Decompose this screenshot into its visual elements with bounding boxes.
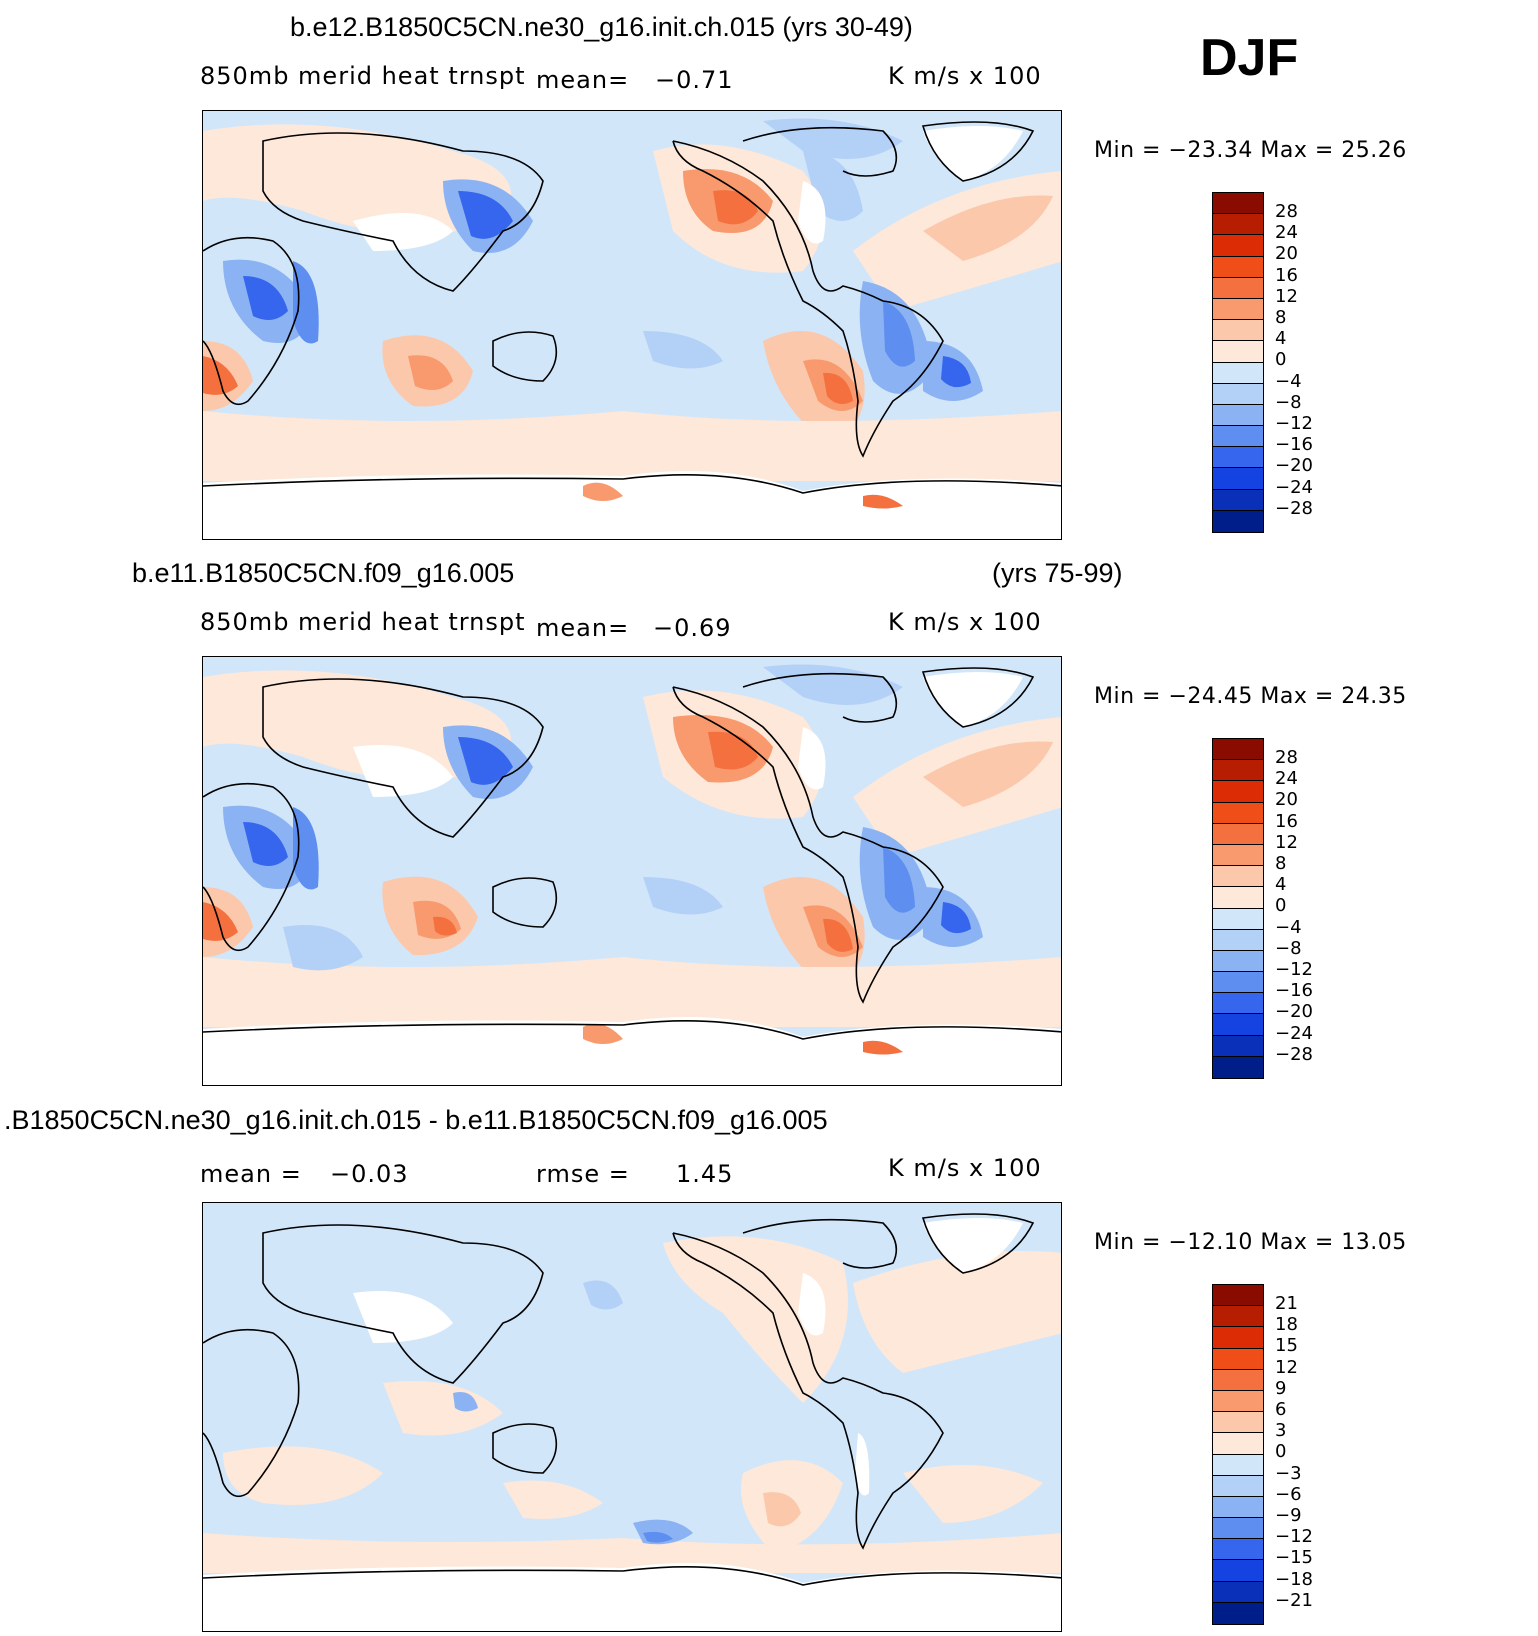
panel2-level: 20	[1275, 789, 1298, 811]
panel3-level: −15	[1275, 1547, 1313, 1569]
panel1-level: −12	[1275, 413, 1313, 434]
panel2-level: 24	[1275, 768, 1298, 790]
panel1-level: −20	[1275, 455, 1313, 477]
panel1-anomaly-fields	[203, 111, 1061, 539]
panel3-level: 15	[1275, 1335, 1298, 1357]
panel2-min-max: Min = −24.45 Max = 24.35	[1094, 684, 1407, 709]
panel2-level: −24	[1275, 1022, 1313, 1044]
panel1-coastlines	[203, 121, 1061, 494]
panel2-level: 28	[1275, 747, 1298, 768]
panel2-map	[202, 656, 1062, 1086]
panel3-level: 0	[1275, 1441, 1287, 1463]
panel3-rmse-label: rmse =	[536, 1160, 630, 1188]
panel2-anomaly-fields	[203, 657, 1061, 1085]
panel1-level: 16	[1275, 264, 1298, 286]
panel1-min-max: Min = −23.34 Max = 25.26	[1094, 138, 1407, 163]
panel2-level: −4	[1275, 916, 1302, 938]
panel3-level: −18	[1275, 1568, 1313, 1590]
panel2-variable: 850mb merid heat trnspt	[200, 608, 526, 636]
panel3-level: −12	[1275, 1526, 1313, 1548]
panel1-colorbar	[1212, 192, 1264, 533]
panel3-mean-value: −0.03	[330, 1160, 409, 1188]
panel1-level: 20	[1275, 243, 1298, 265]
panel1-level: 0	[1275, 349, 1287, 371]
panel1-level: 12	[1275, 285, 1298, 307]
panel1-level: 8	[1275, 307, 1287, 328]
panel1-level: 4	[1275, 328, 1287, 350]
panel1-level: −4	[1275, 370, 1302, 392]
panel1-title: b.e12.B1850C5CN.ne30_g16.init.ch.015 (yr…	[290, 12, 913, 42]
panel1-level: −8	[1275, 391, 1302, 413]
panel1-level: −24	[1275, 476, 1313, 498]
panel2-level: −8	[1275, 937, 1302, 959]
panel2-mean-label: mean=	[536, 614, 630, 642]
panel2-mean-value: −0.69	[653, 614, 732, 642]
panel1-mean-value: −0.71	[655, 66, 734, 94]
panel1-level: 28	[1275, 201, 1298, 222]
panel3-map	[202, 1202, 1062, 1632]
panel1-variable: 850mb merid heat trnspt	[200, 62, 526, 90]
panel2-level: 0	[1275, 895, 1287, 917]
panel3-title: .B1850C5CN.ne30_g16.init.ch.015 - b.e11.…	[4, 1105, 828, 1135]
panel3-level: 6	[1275, 1399, 1287, 1420]
panel3-min-max: Min = −12.10 Max = 13.05	[1094, 1230, 1407, 1255]
panel3-level: −9	[1275, 1505, 1302, 1526]
panel2-title: b.e11.B1850C5CN.f09_g16.005	[132, 558, 515, 588]
panel3-level: 18	[1275, 1314, 1298, 1336]
panel2-level: −28	[1275, 1043, 1313, 1065]
panel3-level: 21	[1275, 1293, 1298, 1314]
panel2-level: 4	[1275, 874, 1287, 896]
panel3-level: −6	[1275, 1483, 1302, 1505]
panel1-units: K m/s x 100	[888, 62, 1042, 90]
panel3-colorbar	[1212, 1284, 1264, 1625]
panel3-rmse-value: 1.45	[676, 1160, 734, 1188]
panel3-level: 12	[1275, 1356, 1298, 1378]
panel3-mean-label: mean =	[200, 1160, 302, 1188]
panel2-level: −20	[1275, 1001, 1313, 1023]
panel1-level: −28	[1275, 497, 1313, 519]
panel3-level: −21	[1275, 1589, 1313, 1611]
panel3-level: 9	[1275, 1377, 1287, 1399]
panel1-map	[202, 110, 1062, 540]
panel2-level: −12	[1275, 959, 1313, 980]
panel2-level: −16	[1275, 980, 1313, 1002]
panel3-units: K m/s x 100	[888, 1154, 1042, 1182]
panel1-mean-label: mean=	[536, 66, 630, 94]
panel3-anomaly-fields	[203, 1203, 1061, 1631]
panel3-level: 3	[1275, 1420, 1287, 1442]
season-label: DJF	[1200, 29, 1299, 87]
panel2-units: K m/s x 100	[888, 608, 1042, 636]
panel2-colorbar	[1212, 738, 1264, 1079]
panel2-years: (yrs 75-99)	[992, 558, 1123, 588]
panel2-level: 8	[1275, 853, 1287, 874]
panel2-level: 12	[1275, 831, 1298, 853]
panel2-level: 16	[1275, 810, 1298, 832]
panel3-coastlines	[203, 1213, 1061, 1586]
panel1-level: 24	[1275, 222, 1298, 244]
panel2-coastlines	[203, 667, 1061, 1040]
panel3-level: −3	[1275, 1462, 1302, 1484]
panel1-level: −16	[1275, 434, 1313, 456]
